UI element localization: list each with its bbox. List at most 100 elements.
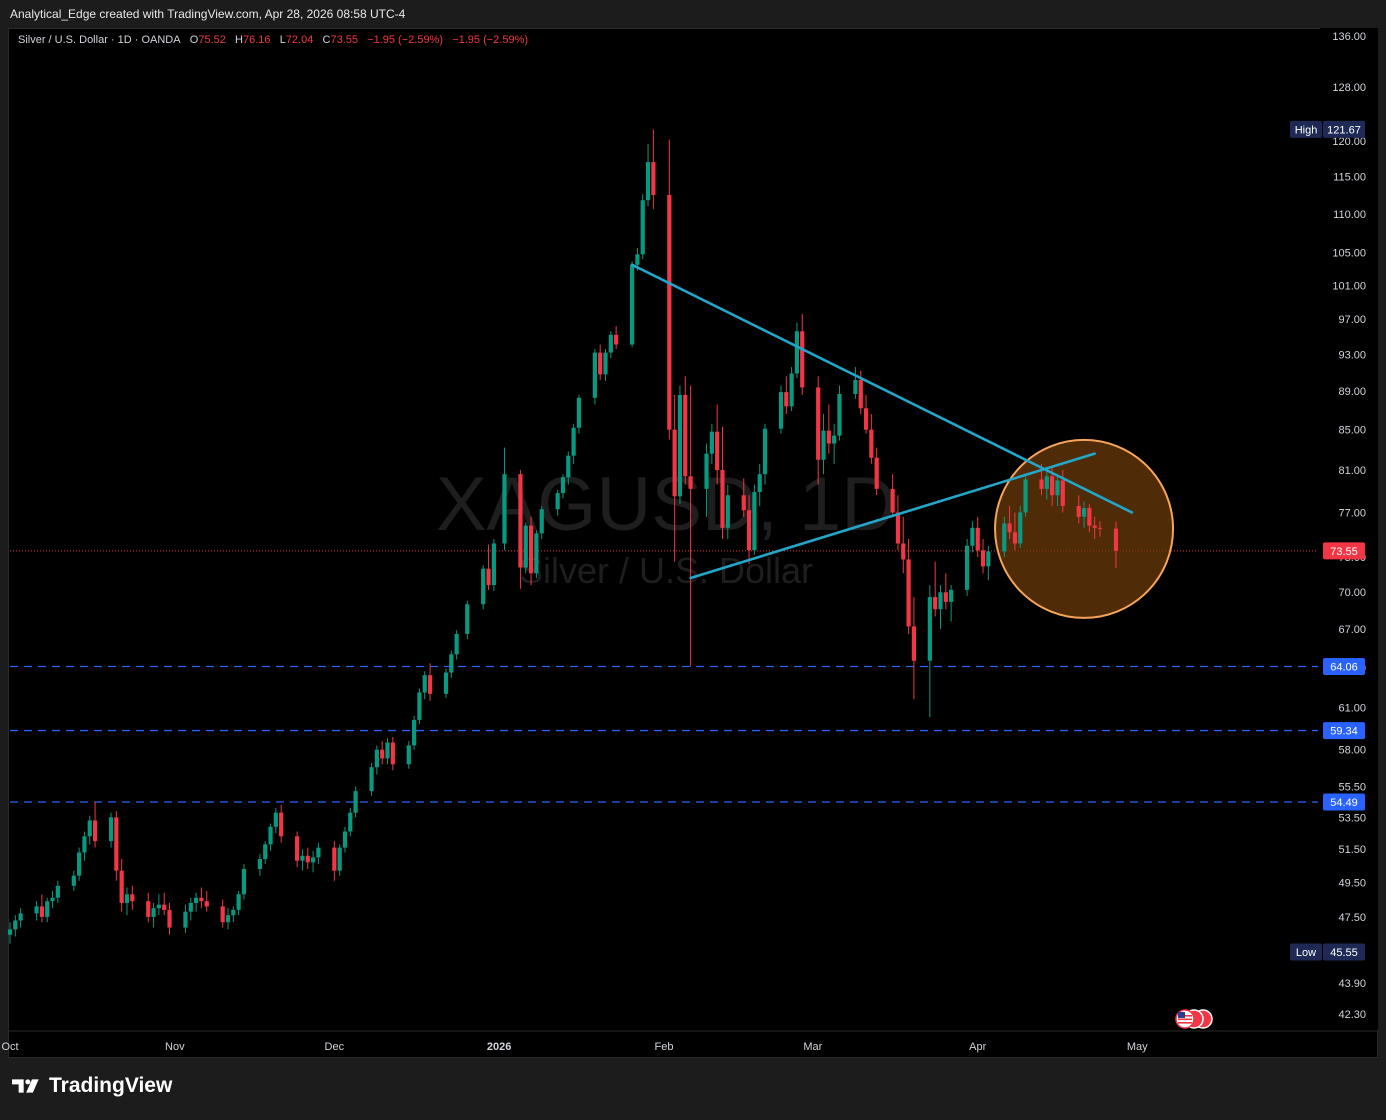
candle-body (443, 672, 449, 694)
candle-body (752, 492, 757, 551)
us-flag-events-icon[interactable] (1174, 1008, 1214, 1030)
candle-body (82, 836, 87, 853)
tradingview-wordmark: TradingView (49, 1074, 173, 1097)
price-tick-label: 97.00 (1338, 314, 1366, 326)
time-tick-label: 2026 (487, 1041, 511, 1053)
last-price-badge-text: 73.55 (1330, 546, 1358, 558)
candle-body (486, 568, 491, 586)
price-tick-label: 67.00 (1338, 624, 1366, 636)
candle-body (1113, 528, 1119, 551)
candle-body (560, 477, 566, 494)
candle-body (77, 852, 82, 876)
candle-body (1018, 512, 1023, 544)
candle-body (890, 488, 895, 513)
candle-body (651, 162, 656, 195)
high-label: H (235, 34, 243, 46)
candle-body (757, 474, 762, 493)
candle-body (236, 894, 241, 910)
price-tick-label: 93.00 (1338, 349, 1366, 361)
low-label: L (279, 34, 286, 46)
candle-body (683, 394, 688, 477)
candle-body (167, 909, 172, 928)
candle-body (832, 435, 837, 444)
candle-body (789, 373, 794, 407)
watermark-description: Silver / U.S. Dollar (519, 550, 813, 591)
candle-body (906, 559, 911, 627)
candle-body (162, 904, 167, 910)
candle-body (332, 847, 337, 871)
price-tick-label: 110.00 (1333, 209, 1366, 221)
candle-body (667, 194, 672, 430)
candle-body (1007, 523, 1012, 533)
price-tick-label: 77.00 (1338, 507, 1366, 519)
candle-body (257, 859, 263, 869)
candle-body (7, 929, 13, 935)
price-tick-label: 128.00 (1332, 82, 1366, 94)
candle-body (417, 692, 422, 720)
candle-body (895, 512, 901, 544)
high-badge-label-background (1290, 120, 1322, 138)
candle-body (725, 495, 730, 528)
candle-body (741, 495, 746, 511)
candle-body (1012, 532, 1018, 544)
candle-body (353, 791, 358, 813)
candle-body (576, 397, 582, 428)
candle-body (263, 844, 268, 860)
candle-body (746, 510, 752, 551)
candle-body (933, 597, 938, 610)
candle-body (449, 654, 454, 673)
candle-body (390, 742, 395, 765)
horizontal-levels[interactable] (10, 665, 1318, 803)
price-tick-label: 58.00 (1338, 745, 1366, 757)
candle-body (119, 870, 124, 903)
candle-body (975, 527, 980, 551)
candle-body (13, 920, 18, 930)
price-axis[interactable]: 136.00 128.00 120.00 115.00 110.00 105.00 101.… (1320, 28, 1378, 1030)
candle-body (709, 431, 714, 454)
candle-body (826, 430, 831, 444)
candle-body (300, 855, 305, 861)
candle-body (863, 408, 869, 430)
candle-body (1097, 527, 1103, 529)
candle-body (518, 474, 523, 568)
candle-body (534, 533, 539, 574)
low-value: 72.04 (285, 34, 314, 46)
candle-body (635, 254, 640, 265)
candle-body (566, 455, 571, 478)
tradingview-logo[interactable]: TradingView (12, 1074, 172, 1098)
price-tick-label: 49.50 (1338, 877, 1366, 889)
candle-body (762, 428, 768, 475)
candle-body (124, 894, 130, 903)
symbol-watermark: XAGUSD, 1D Silver / U.S. Dollar (436, 462, 896, 591)
time-tick-label: Apr (969, 1041, 986, 1053)
candle-body (821, 430, 826, 460)
level-badge-text: 64.06 (1330, 661, 1358, 673)
candle-body (1050, 476, 1055, 496)
candle-body (183, 911, 188, 928)
price-badges: High 121.67 Low 45.55 64.06 59.34 54.49 73.55 (1290, 120, 1365, 961)
candle-body (45, 901, 50, 917)
candle-body (598, 352, 603, 375)
candle-body (369, 767, 374, 792)
time-tick-label: May (1127, 1041, 1148, 1053)
candle-body (491, 543, 496, 586)
last-price-badge-background (1323, 542, 1365, 560)
low-badge-label-text: Low (1296, 947, 1316, 959)
candle-body (629, 264, 635, 345)
price-tick-label: 55.50 (1338, 782, 1366, 794)
candle-body (71, 875, 76, 886)
candle-body (539, 509, 544, 534)
symbol-name[interactable]: Silver / U.S. Dollar · 1D · OANDA (18, 34, 181, 46)
candle-body (672, 429, 677, 497)
candlestick-series (7, 129, 1119, 944)
price-tick-label: 81.00 (1338, 465, 1366, 477)
candle-body (1002, 523, 1007, 552)
candle-body (858, 379, 863, 409)
trendline (630, 263, 1134, 514)
candle-body (853, 379, 858, 395)
price-chart[interactable]: XAGUSD, 1D Silver / U.S. Dollar 136.00 12… (0, 0, 1386, 1058)
candle-body (1087, 508, 1092, 526)
trendlines[interactable] (630, 263, 1134, 580)
time-axis[interactable]: Oct Nov Dec 2026 Feb Mar Apr May (1, 1030, 1378, 1053)
symbol-legend[interactable]: Silver / U.S. Dollar · 1D · OANDA O75.52… (18, 34, 528, 46)
